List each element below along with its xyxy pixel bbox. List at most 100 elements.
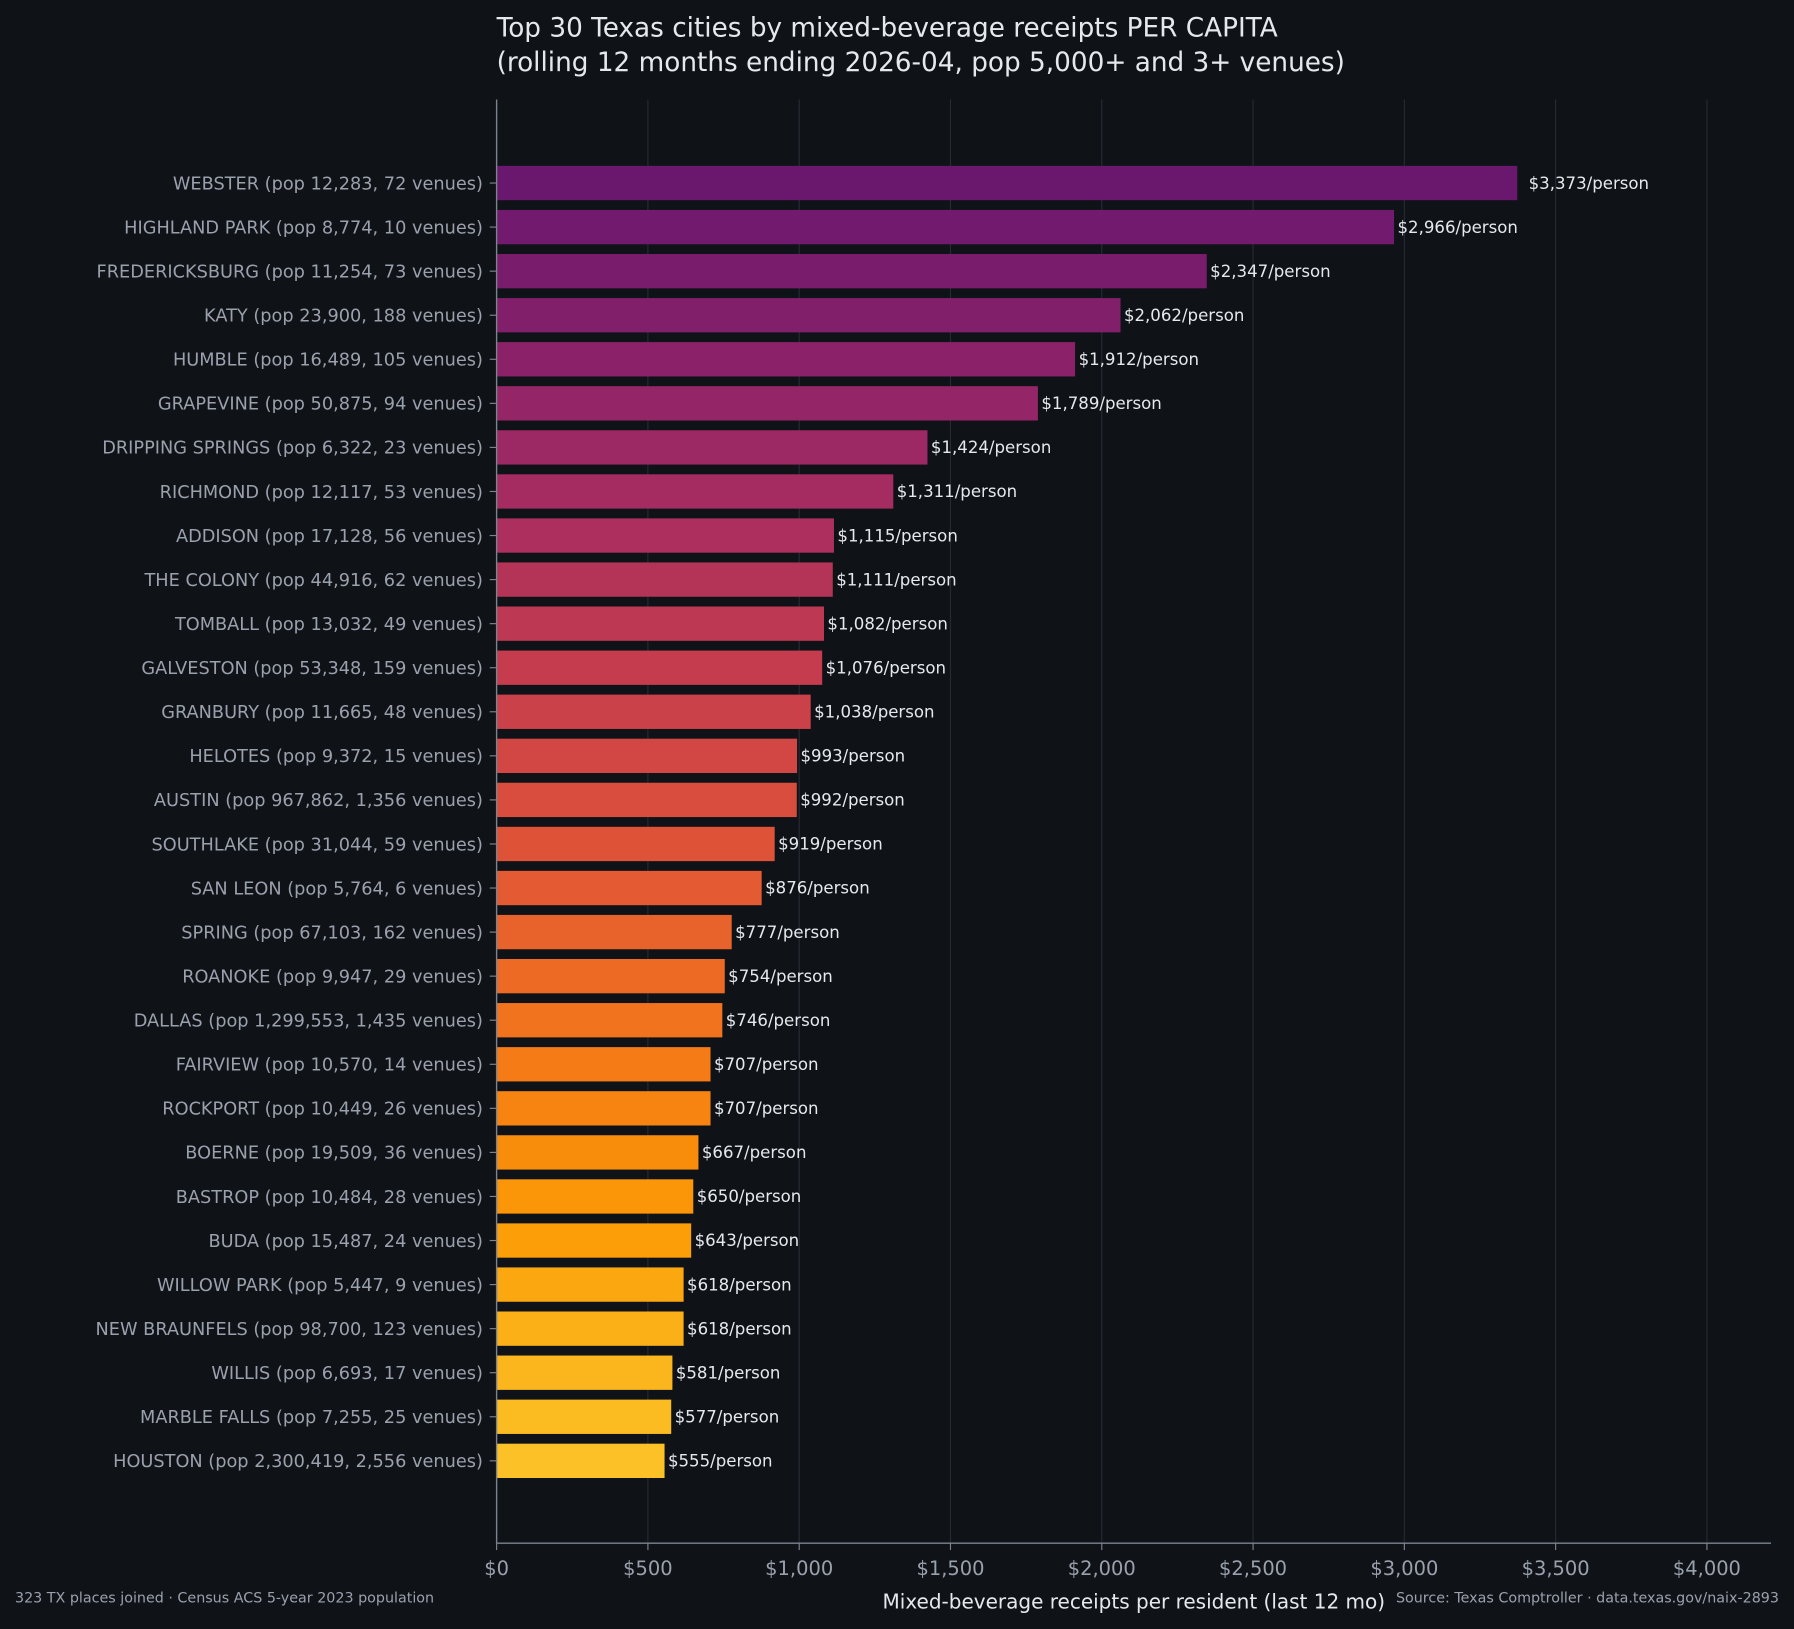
y-tick-label: TOMBALL (pop 13,032, 49 venues) [174,615,483,635]
x-tick-label: $1,000 [765,1557,833,1580]
bar [496,474,894,509]
data-label: $1,076/person [826,658,946,677]
bar [496,1091,711,1126]
y-tick-label: NEW BRAUNFELS (pop 98,700, 123 venues) [96,1320,483,1340]
data-label: $1,111/person [836,570,956,589]
x-tick-label: $0 [484,1557,509,1580]
bar [496,738,798,774]
data-label: $1,082/person [827,614,947,633]
data-label: $754/person [728,967,833,986]
x-ticks: $0 $500 $1,000 $1,500 $2,000 $2,500 $3,000 $3,5… [484,1543,1741,1580]
bar [496,606,825,641]
y-tick-label: BASTROP (pop 10,484, 28 venues) [176,1188,483,1208]
y-tick-label: THE COLONY (pop 44,916, 62 venues) [143,571,482,591]
data-label: $992/person [800,791,905,810]
bar [496,430,928,465]
bar [496,562,833,597]
y-tick-label: BOERNE (pop 19,509, 36 venues) [185,1144,483,1164]
bar [496,782,797,818]
bar [496,209,1395,245]
y-tick-label: WEBSTER (pop 12,283, 72 venues) [173,174,483,194]
x-tick-label: $2,500 [1219,1557,1287,1580]
bar [496,1179,694,1214]
x-tick-label: $3,000 [1370,1557,1438,1580]
y-tick-label: BUDA (pop 15,487, 24 venues) [208,1232,482,1252]
y-tick-label: SOUTHLAKE (pop 31,044, 59 venues) [152,835,483,855]
y-tick-label: KATY (pop 23,900, 188 venues) [204,307,483,327]
chart-subtitle: (rolling 12 months ending 2026-04, pop 5… [497,48,1345,78]
data-label: $577/person [675,1407,780,1426]
data-label: $3,373/person [1529,174,1649,193]
y-tick-label: RICHMOND (pop 12,117, 53 venues) [160,483,483,503]
data-label: $777/person [735,923,840,942]
data-label: $643/person [695,1231,800,1250]
data-label: $581/person [676,1363,781,1382]
y-tick-label: HIGHLAND PARK (pop 8,774, 10 venues) [124,218,483,238]
y-tick-label: MARBLE FALLS (pop 7,255, 25 venues) [140,1408,483,1428]
footnote-left: 323 TX places joined · Census ACS 5-year… [15,1591,434,1607]
data-label: $1,038/person [814,703,934,722]
data-labels: $3,373/person $2,966/person $2,347/person $… [668,174,1649,1471]
chart-title: Top 30 Texas cities by mixed-beverage re… [496,14,1278,44]
bar [496,870,762,906]
y-tick-label: GRANBURY (pop 11,665, 48 venues) [161,703,483,723]
bar [496,386,1038,421]
bar [496,1355,673,1390]
bar [496,298,1121,333]
data-label: $919/person [778,835,883,854]
grid-lines [647,99,1708,1544]
x-tick-label: $500 [623,1557,672,1580]
y-tick-label: GRAPEVINE (pop 50,875, 94 venues) [158,395,483,415]
y-tick-label: GALVESTON (pop 53,348, 159 venues) [141,659,482,679]
x-tick-label: $3,500 [1522,1557,1590,1580]
bar [496,650,823,685]
data-label: $1,789/person [1041,394,1161,413]
bar [496,826,775,862]
bar [496,1267,684,1302]
data-label: $746/person [726,1011,831,1030]
bar [496,1399,672,1434]
bar [496,914,732,950]
x-tick-label: $2,000 [1068,1557,1136,1580]
bar [496,694,811,729]
bar [496,165,1518,201]
data-label: $1,424/person [931,438,1051,457]
footnote-right: Source: Texas Comptroller · data.texas.g… [1396,1591,1779,1607]
y-tick-label: HOUSTON (pop 2,300,419, 2,556 venues) [113,1452,483,1472]
data-label: $618/person [687,1319,792,1338]
y-tick-label: HUMBLE (pop 16,489, 105 venues) [173,351,483,371]
bar [496,253,1207,289]
data-label: $650/person [697,1187,802,1206]
y-tick-label: ADDISON (pop 17,128, 56 venues) [176,527,483,547]
data-label: $1,912/person [1079,350,1199,369]
y-tick-label: SPRING (pop 67,103, 162 venues) [181,923,483,943]
bar [496,1223,692,1258]
y-tick-label: ROCKPORT (pop 10,449, 26 venues) [162,1100,483,1120]
bar [496,1003,723,1038]
bar [496,958,725,994]
bar [496,342,1076,377]
y-tick-label: WILLOW PARK (pop 5,447, 9 venues) [157,1276,483,1296]
data-label: $618/person [687,1275,792,1294]
data-label: $707/person [714,1099,819,1118]
data-label: $876/person [765,879,870,898]
y-tick-label: FAIRVIEW (pop 10,570, 14 venues) [176,1056,483,1076]
data-label: $555/person [668,1452,773,1471]
y-tick-label: WILLIS (pop 6,693, 17 venues) [211,1364,483,1384]
bar [496,1311,684,1346]
data-label: $2,062/person [1124,306,1244,325]
bar [496,1047,711,1082]
y-tick-label: ROANOKE (pop 9,947, 29 venues) [182,967,483,987]
data-label: $2,347/person [1210,262,1330,281]
bar [496,518,834,553]
bars [496,165,1518,1478]
x-tick-label: $4,000 [1673,1557,1741,1580]
y-tick-label: DRIPPING SPRINGS (pop 6,322, 23 venues) [102,439,483,459]
data-label: $667/person [702,1143,807,1162]
y-tick-labels: WEBSTER (pop 12,283, 72 venues) HIGHLAND … [96,174,497,1472]
data-label: $2,966/person [1397,218,1517,237]
y-tick-label: HELOTES (pop 9,372, 15 venues) [189,747,483,767]
y-tick-label: SAN LEON (pop 5,764, 6 venues) [191,879,483,899]
y-tick-label: DALLAS (pop 1,299,553, 1,435 venues) [134,1012,483,1032]
